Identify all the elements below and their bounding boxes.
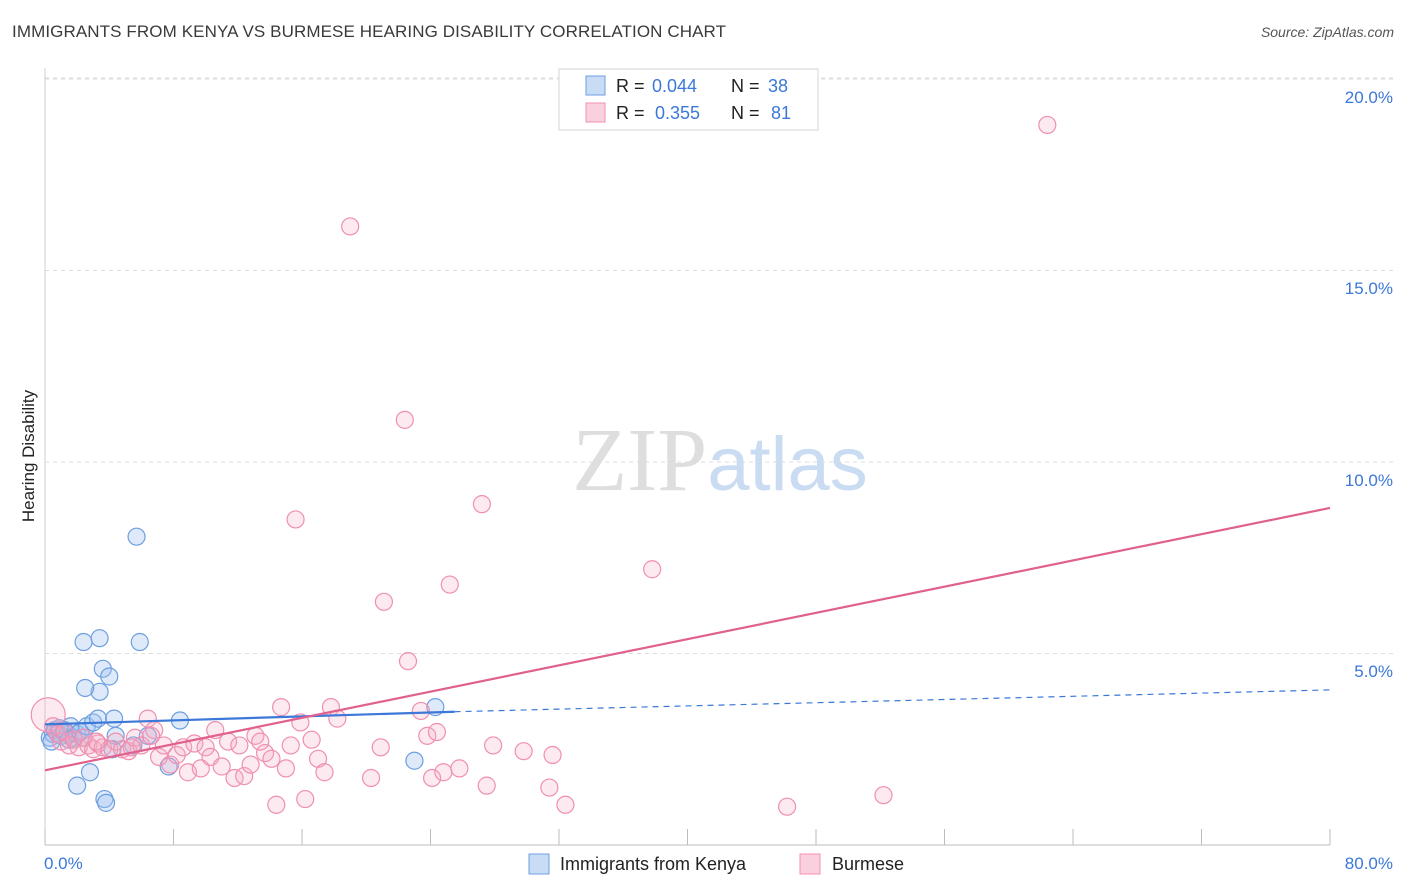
stats-n-label-kenya: N = [731,76,760,96]
burmese-point-56 [371,738,390,757]
burmese-point-71 [540,778,559,797]
burmese-point-60 [411,701,430,721]
series-legend: Immigrants from Kenya Burmese [528,853,904,875]
burmese-point-68 [477,776,496,795]
kenya-point-38 [405,751,424,770]
kenya-point-17 [88,709,108,728]
burmese-point-42 [267,795,286,814]
burmese-point-67 [472,495,491,514]
burmese-point-80 [141,726,161,745]
burmese-point-32 [212,757,231,776]
trend-lines [44,506,1331,772]
burmese-point-46 [286,510,305,529]
x-tick-label-max: 80.0% [1345,854,1393,873]
burmese-point-45 [281,736,300,755]
kenya-point-26 [80,763,100,782]
burmese-trend-line [44,506,1331,772]
watermark-atlas: atlas [707,422,868,507]
kenya-point-36 [104,709,124,728]
burmese-point-76 [874,786,893,805]
burmese-point-64 [434,763,453,782]
legend-label-burmese: Burmese [832,854,904,874]
burmese-point-54 [341,217,360,236]
burmese-point-78 [87,732,106,751]
burmese-point-69 [484,736,503,755]
burmese-point-36 [235,766,254,786]
stats-r-label-kenya: R = [616,76,645,96]
burmese-point-23 [161,755,180,774]
burmese-point-61 [418,726,437,745]
stats-r-label-burmese: R = [616,103,645,123]
y-tick-label-15: 15.0% [1345,279,1393,298]
burmese-point-48 [296,789,315,809]
burmese-point-37 [241,755,260,774]
y-axis-label: Hearing Disability [19,389,38,522]
burmese-point-77 [1038,115,1057,135]
stats-r-value-kenya: 0.044 [652,76,697,96]
kenya-point-22 [90,629,109,648]
axes [44,68,1331,846]
burmese-point-41 [262,749,281,768]
legend-swatch-kenya [528,853,550,875]
burmese-point-29 [196,738,215,757]
kenya-point-25 [127,527,146,546]
grid [45,77,1395,654]
source-label: Source: ZipAtlas.com [1260,24,1394,40]
kenya-trend-extension [454,689,1331,713]
burmese-point-70 [514,742,533,761]
y-tick-label-10: 10.0% [1345,471,1393,490]
chart-title: IMMIGRANTS FROM KENYA VS BURMESE HEARING… [12,22,727,41]
burmese-point-74 [643,560,662,579]
data-points [30,115,1057,816]
stats-n-value-kenya: 38 [768,76,788,96]
kenya-point-21 [74,632,93,652]
burmese-point-55 [361,768,381,788]
stats-n-label-burmese: N = [731,103,760,123]
watermark: ZIPatlas [572,411,868,510]
burmese-point-65 [440,575,459,594]
burmese-point-62 [423,768,442,788]
stats-swatch-kenya [585,75,606,96]
burmese-point-63 [427,722,447,742]
burmese-point-43 [272,698,291,717]
burmese-point-51 [315,763,334,782]
kenya-point-24 [130,632,149,652]
kenya-point-20 [76,678,95,698]
burmese-point-35 [230,736,249,755]
watermark-zip: ZIP [572,411,707,510]
burmese-point-59 [398,652,418,671]
kenya-point-19 [90,682,109,701]
burmese-point-19 [138,709,157,728]
y-tick-label-20: 20.0% [1345,88,1393,107]
stats-legend: R = 0.044 N = 38 R = 0.355 N = 81 [558,68,819,131]
burmese-point-57 [374,592,394,611]
legend-swatch-burmese [799,853,821,875]
stats-swatch-burmese [585,102,606,123]
kenya-point-23 [100,667,119,686]
kenya-point-29 [96,793,116,812]
stats-n-value-burmese: 81 [771,103,791,123]
x-tick-label-min: 0.0% [44,854,83,873]
burmese-point-66 [450,759,469,778]
burmese-point-39 [251,732,270,751]
burmese-point-44 [276,759,296,778]
stats-r-value-burmese: 0.355 [655,103,700,123]
burmese-point-75 [777,797,797,816]
kenya-trend-line [44,710,455,726]
kenya-point-27 [68,776,87,795]
burmese-point-73 [556,795,575,814]
y-tick-label-5: 5.0% [1354,662,1393,681]
burmese-point-58 [395,410,414,429]
burmese-point-72 [543,745,562,765]
burmese-point-49 [302,730,321,749]
legend-label-kenya: Immigrants from Kenya [560,854,747,874]
